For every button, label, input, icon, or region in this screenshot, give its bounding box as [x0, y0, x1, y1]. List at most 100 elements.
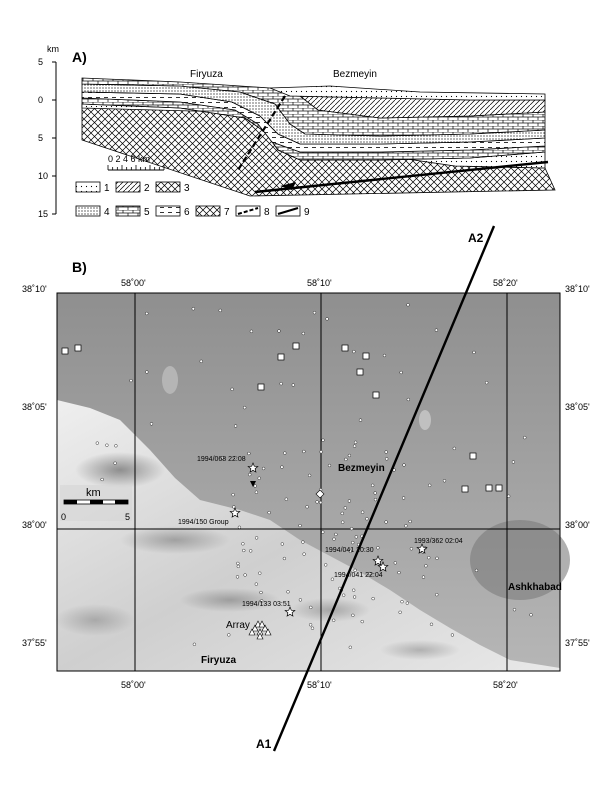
seismic-event-dot	[474, 568, 479, 572]
seismic-event-dot	[237, 525, 241, 529]
array-station-triangle	[261, 624, 269, 632]
section-scale-bar: 0 2 4 6 km	[107, 154, 165, 171]
seismic-event-dot	[351, 613, 355, 617]
section-legend: 1 2 3 4 5 6 7 8 9	[75, 181, 310, 218]
seismic-event-dot	[354, 535, 358, 539]
event-label-1994-068: 1994/068 22:08	[197, 456, 246, 463]
station-square	[485, 484, 493, 492]
event-label-1994-133: 1994/133 03:51	[242, 601, 291, 608]
seismic-event-dot	[100, 477, 104, 482]
profile-line: A1 A2	[256, 225, 496, 752]
seismic-event-dot	[236, 561, 240, 565]
seismic-event-dot	[402, 496, 406, 500]
seismic-event-dot	[310, 626, 315, 630]
panel-b-label: B)	[72, 259, 87, 275]
event-star-icon	[372, 555, 384, 566]
seismic-event-dot	[350, 527, 354, 531]
seismic-event-dot	[145, 370, 149, 374]
event-star-icon	[247, 462, 259, 473]
event-triangle-marker	[250, 481, 256, 487]
legend-swatch-5	[115, 205, 141, 217]
place-bezmeyin-section: Bezmeyin	[333, 69, 377, 80]
seismic-event-dot	[360, 619, 364, 624]
seismic-event-dot	[348, 549, 352, 553]
seismic-event-dot	[262, 466, 266, 471]
seismic-event-dot	[284, 497, 288, 501]
event-star-icon	[284, 606, 296, 617]
lat-label-right-3810: 38˚10'	[565, 284, 590, 294]
legend-dashed-fault-icon	[237, 207, 259, 215]
seismic-event-dot	[452, 446, 456, 450]
seismic-event-dot	[435, 556, 439, 560]
ridge-shadow-2	[120, 526, 230, 554]
legend-label-2: 2	[144, 183, 150, 194]
event-star-icon	[377, 561, 389, 572]
seismic-event-dot	[399, 370, 403, 375]
seismic-event-dot	[298, 598, 302, 602]
seismic-event-dot	[342, 593, 346, 597]
lon-label-top-5820: 58˚20'	[493, 278, 518, 288]
seismic-event-dot	[279, 382, 283, 386]
seismic-event-dot	[427, 556, 431, 560]
seismic-event-dot	[312, 311, 317, 315]
legend-swatch-7	[195, 205, 221, 217]
seismic-event-dot	[373, 491, 377, 495]
seismic-event-dot	[242, 548, 246, 553]
legend-swatch-3	[155, 181, 181, 193]
station-square	[356, 368, 364, 376]
scale-seg-3	[90, 500, 103, 504]
event-diamond-marker	[315, 489, 325, 499]
legend-label-9: 9	[304, 207, 310, 218]
array-station-triangle	[251, 624, 259, 632]
seismic-event-dot	[227, 633, 231, 637]
seismic-event-dot	[330, 577, 334, 581]
place-firyuza-section: Firyuza	[190, 69, 223, 80]
seismic-event-dot	[257, 476, 261, 480]
array-station-triangle	[256, 632, 264, 640]
seismic-event-dot	[523, 436, 527, 440]
seismic-event-dot	[319, 450, 323, 454]
seismic-event-dot	[241, 542, 245, 546]
profile-label-a1: A1	[256, 737, 272, 751]
seismic-event-dot	[353, 444, 357, 448]
seismic-event-dot	[332, 618, 336, 622]
seismic-event-dot	[230, 387, 234, 391]
station-square	[61, 347, 69, 355]
seismic-event-dot	[258, 571, 262, 575]
seismic-event-dot	[347, 499, 351, 503]
lon-label-top-5810: 58˚10'	[307, 278, 332, 288]
seismic-event-dot	[351, 540, 355, 545]
seismic-event-dot	[113, 461, 117, 465]
seismic-event-dot	[253, 484, 257, 488]
seismic-event-dot	[282, 556, 286, 561]
alluvial-fan-2	[419, 410, 431, 430]
event-label-1993-362: 1993/362 02:04	[414, 538, 463, 545]
seismic-event-dot	[511, 460, 515, 464]
seismic-event-dot	[529, 613, 533, 617]
seismic-event-dot	[259, 590, 263, 595]
seismic-event-dot	[277, 329, 281, 333]
depth-tick-label: 0	[38, 95, 43, 105]
seismic-event-dot	[249, 329, 253, 333]
station-square	[341, 344, 349, 352]
seismic-event-dot	[280, 542, 284, 546]
station-square	[469, 452, 477, 460]
place-firyuza: Firyuza	[201, 655, 236, 666]
seismic-event-dot	[221, 456, 225, 460]
ridge-shadow-5	[55, 604, 135, 636]
lat-label-left-3810: 38˚10'	[22, 284, 47, 294]
legend-swatch-8	[235, 205, 261, 217]
seismic-event-dot	[343, 506, 347, 510]
place-array: Array	[226, 620, 250, 631]
map-scale-unit: km	[86, 487, 101, 499]
event-label-1994-041-2030: 1994/041 20:30	[325, 547, 374, 554]
seismic-event-dot	[254, 490, 258, 494]
scale-seg-5	[115, 500, 128, 504]
seismic-event-dot	[341, 520, 345, 524]
array-station-triangle	[264, 628, 272, 636]
seismic-event-dot	[406, 303, 410, 307]
station-square	[277, 353, 285, 361]
seismic-event-dot	[442, 479, 447, 483]
seismicity-dots	[95, 303, 533, 649]
seismic-event-dot	[347, 453, 351, 458]
